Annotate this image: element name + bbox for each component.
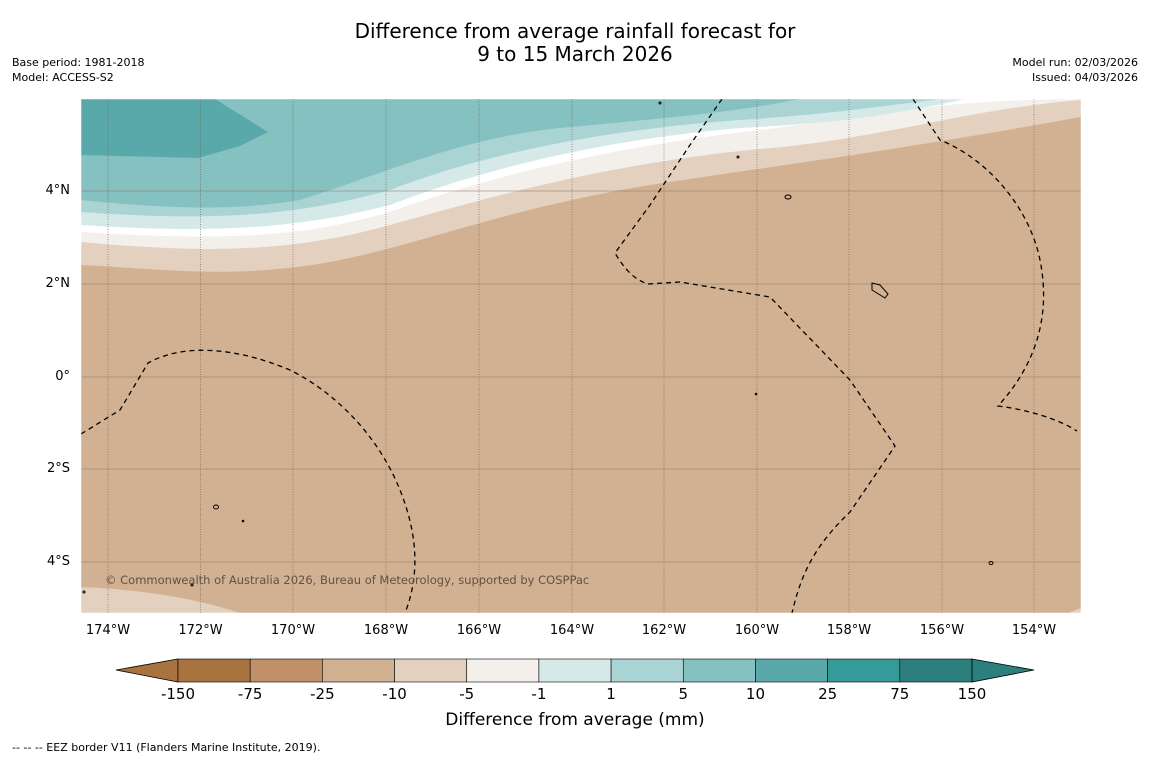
title-line-1: Difference from average rainfall forecas… <box>354 19 796 43</box>
lon-label-170w: 170°W <box>270 623 316 638</box>
colorbar-cell <box>394 658 468 683</box>
model-run: Model run: 02/03/2026 <box>1012 56 1138 69</box>
colorbar-tick-label: 75 <box>890 685 910 703</box>
colorbar-title: Difference from average (mm) <box>445 710 705 730</box>
island <box>241 519 245 523</box>
colorbar-tick-label: 5 <box>678 685 689 703</box>
meta-left: Base period: 1981-2018 Model: ACCESS-S2 <box>12 55 144 85</box>
eez-footnote: -- -- -- EEZ border V11 (Flanders Marine… <box>12 741 321 754</box>
gridlines <box>107 99 1035 613</box>
island <box>871 282 889 299</box>
islands <box>82 101 994 594</box>
band-plus10 <box>81 99 800 208</box>
eez-borders <box>81 99 1078 613</box>
island <box>213 504 219 510</box>
colorbar-tick-label: -1 <box>531 685 547 703</box>
lon-label-172w: 172°W <box>178 623 223 638</box>
lat-label-0: 0° <box>55 369 70 384</box>
island <box>754 392 758 396</box>
colorbar-tick-label: -10 <box>382 685 407 703</box>
lon-label-166w: 166°W <box>456 623 502 638</box>
colorbar-cell <box>899 658 973 683</box>
lon-label-154w: 154°W <box>1011 623 1057 638</box>
island <box>190 583 194 587</box>
colorbar-cell <box>755 658 828 683</box>
map-frame <box>80 98 1082 614</box>
colorbar-tick-label: -25 <box>310 685 335 703</box>
colorbar-tick-label: -5 <box>459 685 475 703</box>
issued-date: Issued: 04/03/2026 <box>1031 71 1138 84</box>
lon-label-168w: 168°W <box>363 623 409 638</box>
colorbar-cell <box>682 658 756 683</box>
lon-label-158w: 158°W <box>826 623 872 638</box>
colorbar <box>115 658 1035 683</box>
chart-title: Difference from average rainfall forecas… <box>0 20 1150 66</box>
latitude-lines <box>81 190 1081 563</box>
colorbar-low-arrow <box>115 658 179 683</box>
lon-label-156w: 156°W <box>919 623 965 638</box>
island <box>784 194 792 200</box>
colorbar-cell <box>827 658 901 683</box>
band-plus25 <box>81 99 268 158</box>
model-name: Model: ACCESS-S2 <box>12 71 114 84</box>
meta-right: Model run: 02/03/2026 Issued: 04/03/2026 <box>1012 55 1138 85</box>
colorbar-cell <box>466 658 540 683</box>
title-line-2: 9 to 15 March 2026 <box>477 42 673 66</box>
eez-border-east <box>912 99 1078 432</box>
eez-border-west <box>81 349 416 613</box>
colorbar-cell <box>610 658 684 683</box>
colorbar-tick-label: -75 <box>237 685 263 703</box>
eez-border-central <box>614 99 896 613</box>
colorbar-high-arrow <box>971 658 1035 683</box>
colorbar-cell <box>177 658 251 683</box>
lon-label-164w: 164°W <box>549 623 595 638</box>
colorbar-tick-label: 10 <box>745 685 765 703</box>
base-period: Base period: 1981-2018 <box>12 56 145 69</box>
island <box>988 561 994 565</box>
colorbar-cell <box>538 658 612 683</box>
colorbar-tick-label: -150 <box>160 685 196 703</box>
lat-label-2n: 2°N <box>45 276 71 291</box>
lon-label-162w: 162°W <box>641 623 687 638</box>
copyright-notice: © Commonwealth of Australia 2026, Bureau… <box>105 573 590 587</box>
lon-label-160w: 160°W <box>734 623 780 638</box>
colorbar-cell <box>322 658 395 683</box>
island <box>658 101 662 105</box>
colorbar-tick-label: 1 <box>606 685 616 703</box>
lat-label-2s: 2°S <box>46 461 70 476</box>
band-minus10-edge <box>1068 608 1081 613</box>
colorbar-tick-label: 25 <box>818 685 838 703</box>
lat-label-4n: 4°N <box>45 183 71 198</box>
island <box>736 155 740 159</box>
colorbar-tick-label: 150 <box>957 685 987 703</box>
lat-label-4s: 4°S <box>46 554 70 569</box>
island <box>82 590 86 594</box>
lon-label-174w: 174°W <box>85 623 131 638</box>
colorbar-cell <box>249 658 323 683</box>
